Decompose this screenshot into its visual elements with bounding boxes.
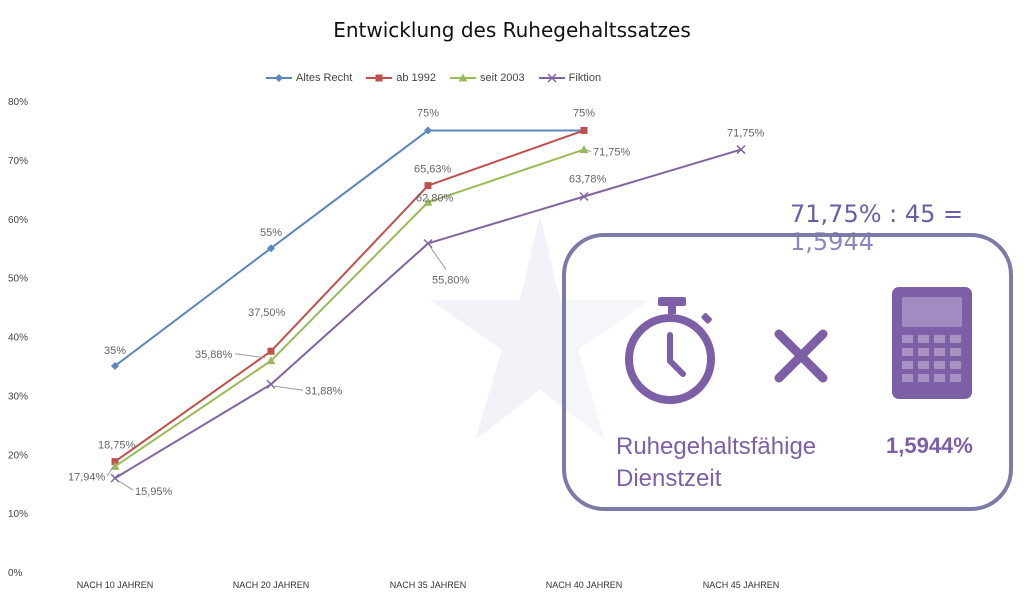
data-label: 63,78% bbox=[569, 173, 607, 185]
legend-swatch-marker bbox=[547, 73, 557, 83]
data-point-marker bbox=[579, 145, 589, 154]
y-tick-label: 30% bbox=[8, 391, 28, 402]
legend-swatch bbox=[366, 74, 393, 82]
legend-label: seit 2003 bbox=[480, 72, 525, 84]
data-label-leader bbox=[584, 149, 592, 153]
legend-swatch bbox=[538, 73, 565, 83]
data-label: 35,88% bbox=[195, 349, 233, 361]
series-line-1 bbox=[114, 129, 585, 463]
data-label-leader bbox=[274, 385, 304, 391]
data-point-marker bbox=[111, 458, 119, 466]
legend-swatch-marker bbox=[458, 73, 468, 82]
y-tick-label: 40% bbox=[8, 333, 28, 344]
data-label-leader bbox=[106, 467, 114, 477]
legend-swatch-marker bbox=[275, 74, 283, 82]
x-category-label: NACH 45 JAHREN bbox=[703, 580, 780, 590]
dienstzeit-label: Ruhegehaltsfähige Dienstzeit bbox=[616, 433, 817, 492]
data-point-marker bbox=[736, 145, 746, 155]
data-point-marker bbox=[111, 361, 119, 370]
calculator-icon bbox=[892, 287, 972, 399]
percentage-value: 1,5944% bbox=[886, 433, 973, 458]
data-point-marker bbox=[423, 197, 433, 206]
y-tick-label: 50% bbox=[8, 274, 28, 285]
legend-swatch-marker bbox=[375, 74, 383, 82]
data-point-marker-stroke-b bbox=[423, 238, 433, 249]
data-label: 75% bbox=[573, 107, 595, 119]
data-point-marker bbox=[423, 238, 433, 249]
data-label-leader bbox=[429, 246, 447, 270]
chart-legend: Altes Recht ab 1992 seit 2003 Fiktion bbox=[266, 70, 601, 86]
series-line-0 bbox=[114, 129, 584, 367]
data-label: 65,63% bbox=[414, 164, 452, 176]
data-point-marker bbox=[424, 182, 432, 190]
data-point-marker-stroke-b bbox=[579, 191, 589, 202]
data-label: 31,88% bbox=[305, 385, 343, 397]
formula-text: 71,75% : 45 = 1,5944 bbox=[790, 200, 964, 256]
stopwatch-icon bbox=[625, 297, 715, 404]
data-point-marker bbox=[267, 347, 275, 355]
data-point-marker bbox=[267, 244, 275, 253]
data-label-leader bbox=[234, 353, 266, 359]
legend-label: ab 1992 bbox=[396, 72, 437, 84]
legend-item: Fiktion bbox=[538, 72, 602, 84]
y-tick-label: 60% bbox=[8, 215, 28, 226]
y-tick-label: 20% bbox=[8, 450, 28, 461]
data-label: 71,75% bbox=[727, 128, 765, 140]
legend-label: Altes Recht bbox=[296, 72, 353, 84]
data-label: 55% bbox=[260, 227, 282, 239]
y-tick-label: 0% bbox=[8, 568, 23, 579]
data-label: 18,75% bbox=[98, 440, 136, 452]
data-point-marker bbox=[266, 356, 276, 365]
background-star-watermark bbox=[430, 215, 650, 440]
data-label: 71,75% bbox=[593, 147, 631, 159]
data-point-marker bbox=[579, 191, 589, 202]
data-label: 17,94% bbox=[68, 471, 106, 483]
data-label-leader bbox=[118, 480, 134, 491]
multiply-icon bbox=[774, 329, 828, 383]
data-label: 37,50% bbox=[248, 307, 286, 319]
info-box: Ruhegehaltsfähige Dienstzeit 1,5944% bbox=[562, 233, 1013, 511]
legend-item: ab 1992 bbox=[366, 72, 436, 84]
data-label: 62,80% bbox=[416, 192, 454, 204]
data-point-marker-stroke-b bbox=[266, 379, 276, 389]
legend-item: Altes Recht bbox=[266, 72, 352, 84]
legend-swatch bbox=[450, 73, 477, 82]
data-point-marker bbox=[266, 379, 276, 389]
data-label: 35% bbox=[104, 345, 126, 357]
x-category-label: NACH 35 JAHREN bbox=[390, 580, 467, 590]
data-label: 55,80% bbox=[432, 274, 470, 286]
series-line-2 bbox=[114, 148, 585, 468]
data-point-marker bbox=[424, 126, 432, 135]
legend-label: Fiktion bbox=[568, 72, 602, 84]
x-category-label: NACH 40 JAHREN bbox=[546, 580, 623, 590]
data-label: 15,95% bbox=[135, 486, 173, 498]
data-point-marker bbox=[110, 473, 120, 483]
legend-swatch-marker-stroke-b bbox=[547, 73, 557, 83]
data-point-marker-stroke-b bbox=[110, 473, 120, 483]
legend-swatch bbox=[266, 74, 292, 82]
x-category-label: NACH 10 JAHREN bbox=[77, 580, 154, 590]
x-category-label: NACH 20 JAHREN bbox=[233, 580, 310, 590]
y-tick-label: 10% bbox=[8, 509, 28, 520]
y-tick-label: 70% bbox=[8, 156, 28, 167]
data-point-marker-stroke-b bbox=[736, 145, 746, 155]
data-label: 75% bbox=[417, 107, 439, 119]
legend-item: seit 2003 bbox=[450, 72, 525, 84]
data-point-marker bbox=[580, 126, 588, 134]
chart-title: Entwicklung des Ruhegehaltssatzes bbox=[333, 18, 691, 42]
y-tick-label: 80% bbox=[8, 97, 28, 108]
